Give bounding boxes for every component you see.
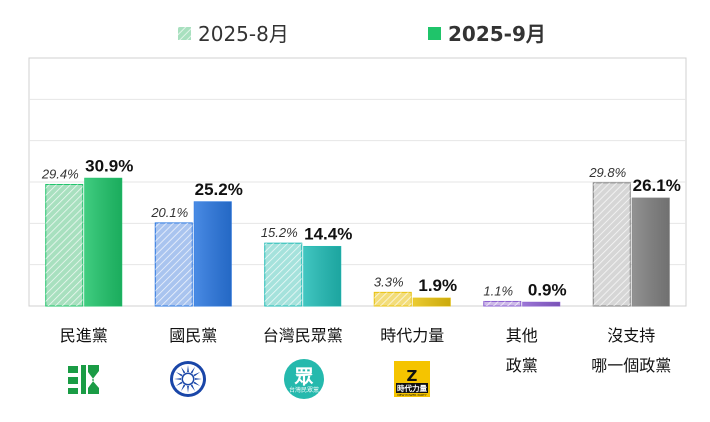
category-label: 政黨 <box>506 356 538 375</box>
category-label: 沒支持 <box>607 326 655 345</box>
bar-series-2-shade <box>522 302 560 306</box>
legend-label-series-2: 2025-9月 <box>448 22 546 46</box>
bar-series-2-shade <box>84 178 122 306</box>
bar-series-2-shade <box>632 198 670 306</box>
dpp-logo <box>66 362 100 396</box>
npp-logo-subtext: NEW POWER PARTY <box>397 393 426 397</box>
kmt-ray <box>187 385 189 393</box>
category-label: 民進黨 <box>60 326 108 345</box>
data-label-series-2: 30.9% <box>85 156 133 175</box>
category-label: 哪一個政黨 <box>591 356 671 375</box>
data-label-series-1: 29.8% <box>588 165 626 180</box>
category-label: 其他 <box>506 326 538 345</box>
category-label: 時代力量 <box>380 326 444 345</box>
kmt-ray <box>175 381 183 386</box>
kmt-ray <box>187 365 189 373</box>
kmt-ray <box>193 372 201 377</box>
kmt-ray <box>174 378 182 380</box>
kmt-ray <box>181 366 186 374</box>
bars <box>45 177 670 307</box>
data-label-series-2: 0.9% <box>528 280 567 299</box>
bar-series-2-shade <box>194 201 232 306</box>
category-label: 國民黨 <box>169 326 217 345</box>
data-label-series-1: 29.4% <box>41 166 79 181</box>
kmt-ray <box>181 384 186 392</box>
bar-series-1-hatch <box>374 292 412 306</box>
tpp-logo: 眾 台灣民眾黨 <box>284 359 324 399</box>
kmt-ray <box>190 366 195 374</box>
svg-text:Z: Z <box>407 367 418 385</box>
legend-label-series-1: 2025-8月 <box>198 22 289 46</box>
kmt-ray <box>190 384 195 392</box>
npp-logo-text: 時代力量 <box>397 383 427 393</box>
data-label-series-1: 15.2% <box>261 225 298 240</box>
kmt-ray <box>193 381 201 386</box>
data-label-series-2: 26.1% <box>633 176 681 195</box>
legend: 2025-8月 2025-9月 <box>178 22 546 46</box>
category-label: 台灣民眾黨 <box>263 326 343 345</box>
data-labels: 29.4% 30.9% 20.1% 25.2% 15.2% 14.4% 3.3% 1.9% 1.… <box>41 156 681 299</box>
legend-swatch-series-2 <box>428 27 441 40</box>
bar-series-1-hatch <box>593 182 631 306</box>
kmt-ray <box>175 372 183 377</box>
data-label-series-1: 1.1% <box>483 283 513 298</box>
data-label-series-2: 25.2% <box>195 180 243 199</box>
gridlines <box>29 98 686 266</box>
bar-series-2-shade <box>413 298 451 306</box>
bar-series-1-hatch <box>45 184 83 306</box>
data-label-series-2: 1.9% <box>418 276 457 295</box>
data-label-series-1: 3.3% <box>374 274 404 289</box>
bar-series-1-hatch <box>264 243 302 306</box>
bar-series-2-shade <box>303 246 341 306</box>
data-label-series-2: 14.4% <box>304 224 352 243</box>
bar-series-1-hatch <box>483 301 521 306</box>
kmt-ray <box>194 378 202 380</box>
bar-series-1-hatch <box>155 222 193 306</box>
tpp-logo-text: 台灣民眾黨 <box>289 386 319 394</box>
tpp-logo-glyph: 眾 <box>293 366 313 388</box>
kmt-logo <box>170 361 206 397</box>
npp-logo: Z 時代力量 NEW POWER PARTY <box>394 361 430 397</box>
data-label-series-1: 20.1% <box>150 205 188 220</box>
